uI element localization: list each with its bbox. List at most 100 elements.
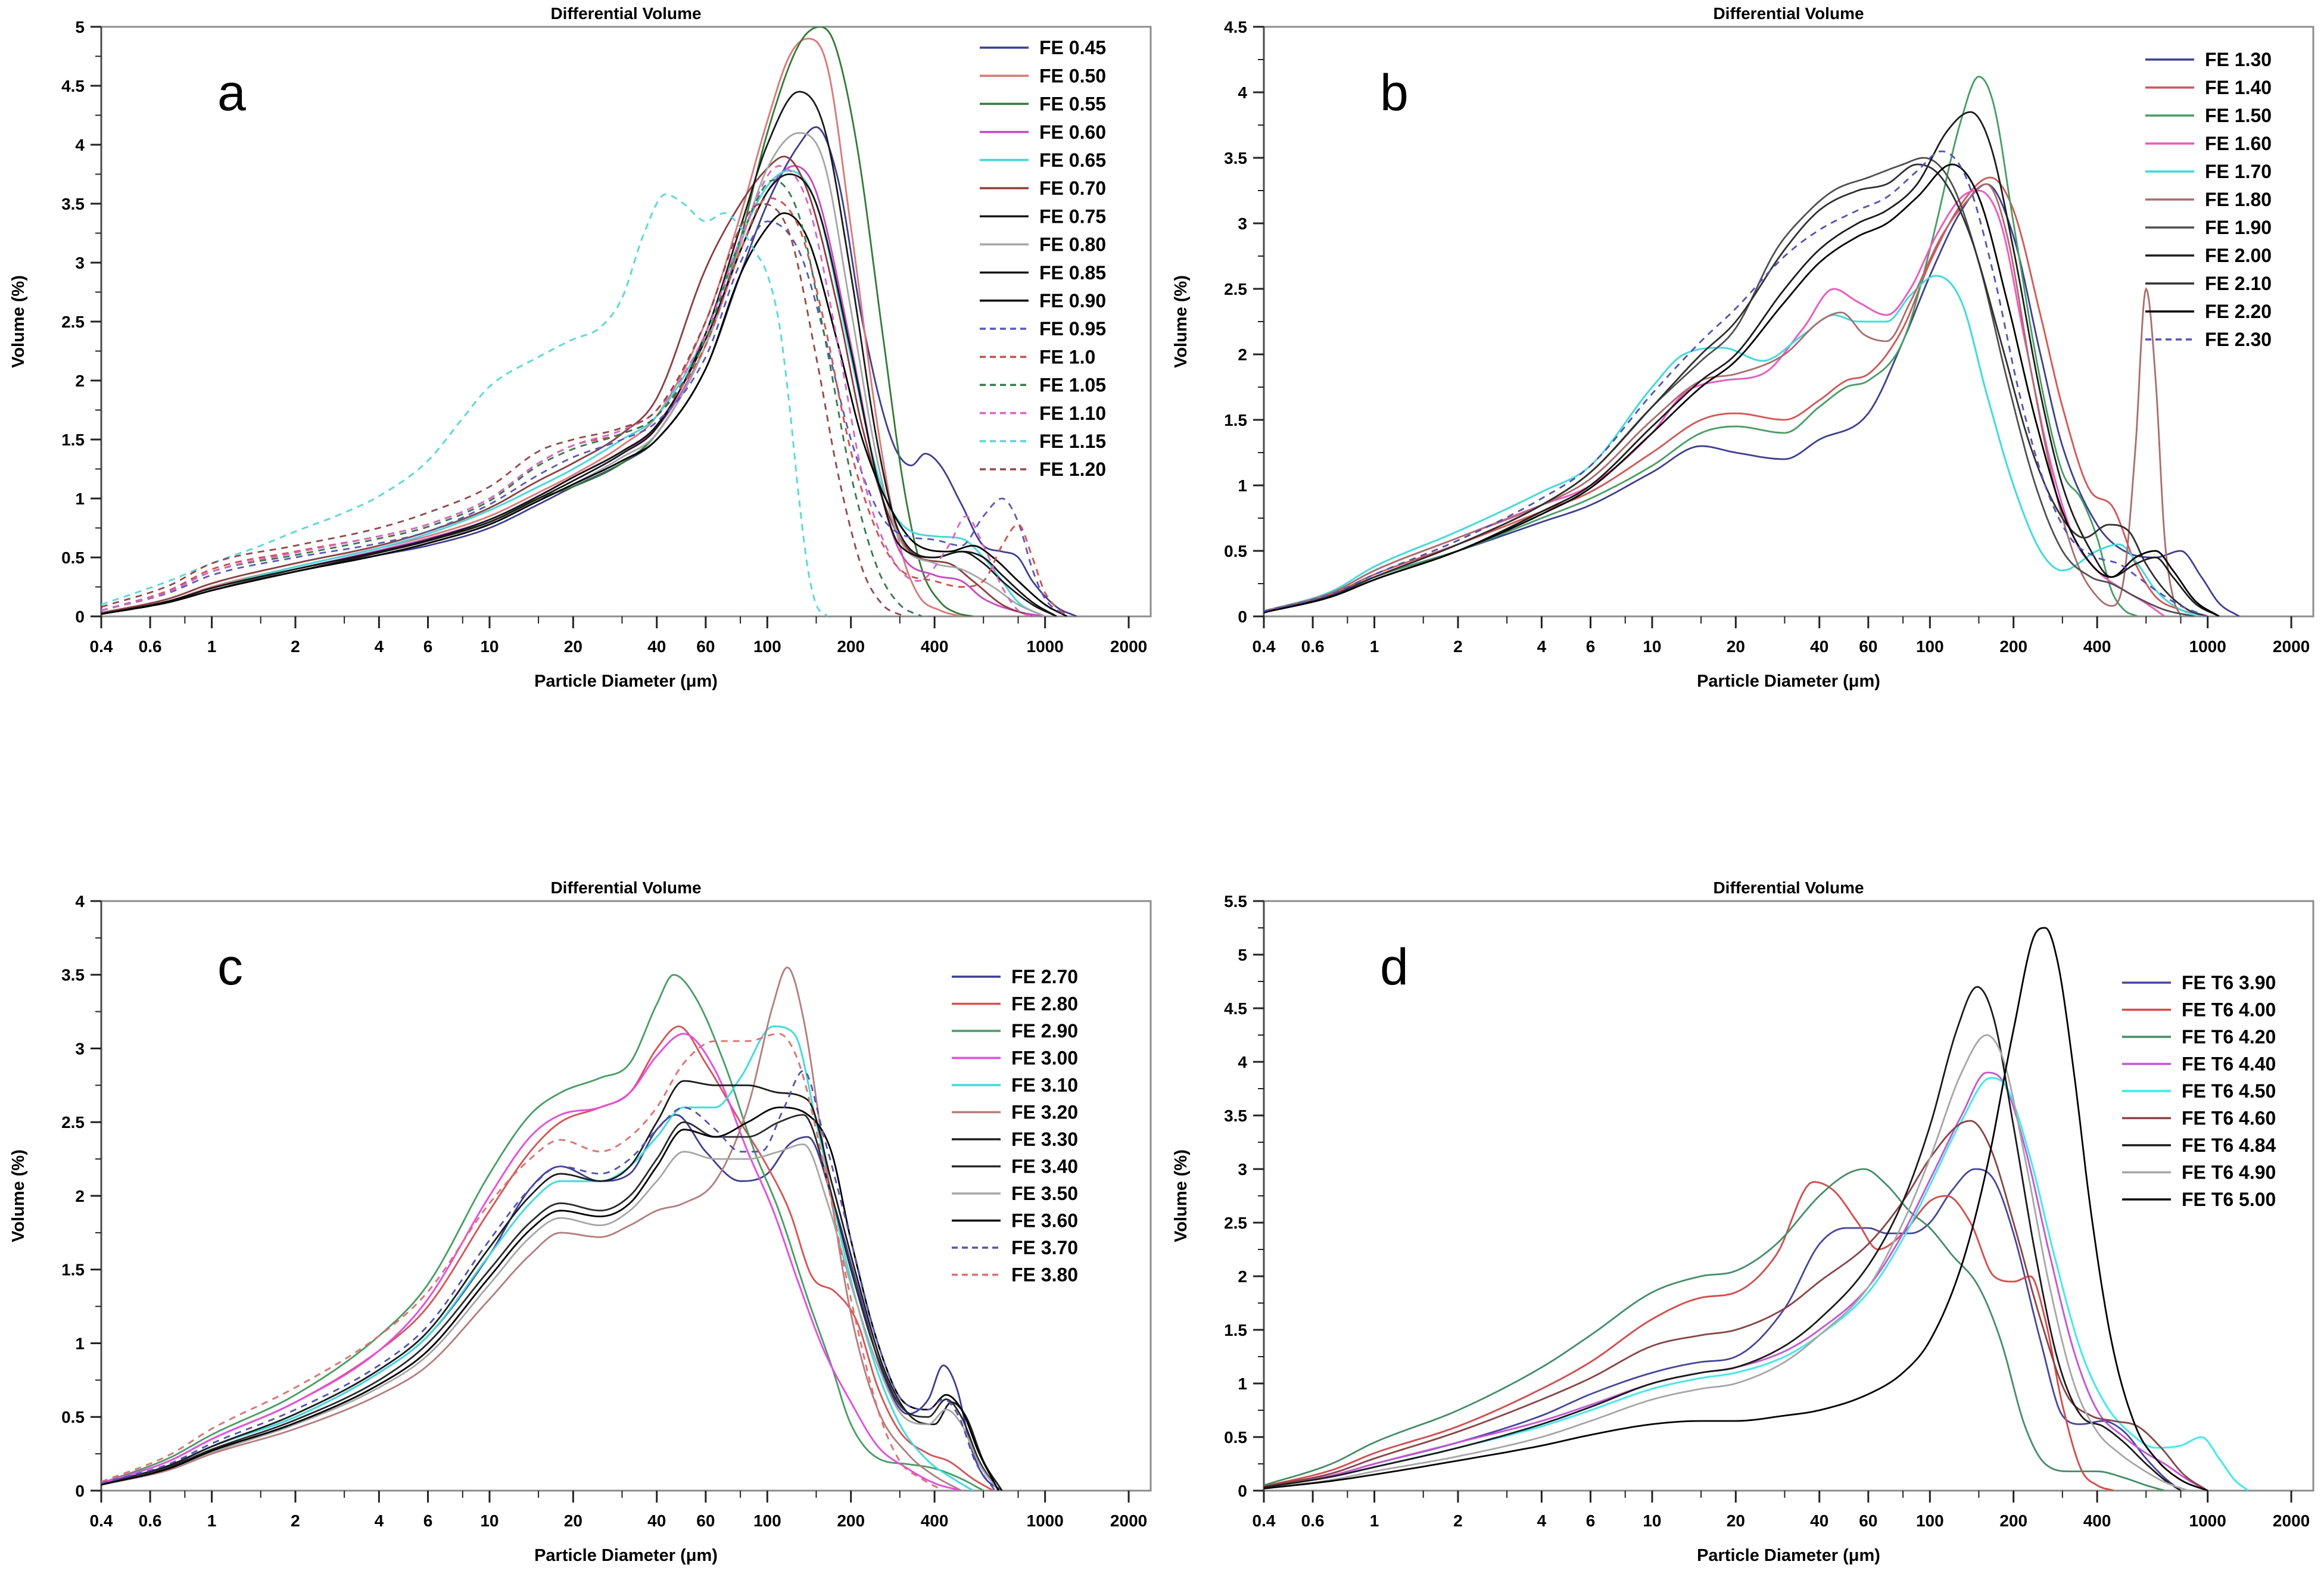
chart-title: Differential Volume [1713,4,1864,23]
legend-label: FE 2.80 [1011,993,1078,1015]
panel-c: 0 0.5 1 1.5 2 2.5 3 3.5 4 0.4 0.6 1 2 4 6 10 20 40 60 100 20… [0,874,1161,1577]
y-tick-label: 3.5 [61,195,85,213]
x-tick-label: 6 [1586,1511,1596,1530]
y-tick-label: 2 [1238,1267,1247,1286]
x-tick-label: 2000 [2273,637,2310,656]
x-tick-label: 2000 [1110,1511,1147,1530]
panel-letter: c [217,939,243,996]
series-line [1264,163,2220,616]
x-tick-label: 1000 [2189,1511,2226,1530]
x-tick-label: 1000 [1027,637,1064,656]
legend-label: FE 3.50 [1011,1183,1078,1204]
y-tick-label: 3 [75,254,85,272]
x-tick-label: 200 [837,1511,865,1530]
x-tick-label: 0.4 [1253,1511,1276,1530]
legend-label: FE 0.50 [1039,65,1106,86]
x-tick-label: 0.6 [139,637,162,656]
x-tick-label: 2 [291,637,300,656]
x-tick-label: 4 [1537,1511,1547,1530]
y-tick-label: 3.5 [61,966,85,984]
x-tick-label: 10 [480,637,499,656]
x-axis-label: Particle Diameter (μm) [534,672,718,691]
series-line [1264,1071,2208,1491]
x-tick-label: 100 [1916,637,1944,656]
x-axis-label: Particle Diameter (μm) [1697,1546,1880,1565]
series-line [1264,157,2195,616]
legend-label: FE 1.60 [2205,133,2272,154]
series-line [1264,76,2138,616]
y-tick-label: 3.5 [1224,1107,1247,1125]
legend-label: FE 1.70 [2205,161,2272,182]
x-tick-label: 10 [1643,637,1661,656]
legend-label: FE T6 4.50 [2182,1080,2276,1102]
x-tick-label: 0.4 [1253,637,1276,656]
x-tick-label: 20 [564,1511,582,1530]
legend-label: FE 0.75 [1039,205,1106,227]
y-tick-label: 0.5 [1224,542,1247,560]
x-tick-label: 200 [1999,1511,2027,1530]
series-line [101,1026,974,1491]
chart-c-canvas: 0 0.5 1 1.5 2 2.5 3 3.5 4 0.4 0.6 1 2 4 6 10 20 40 60 100 20… [9,878,1152,1565]
y-tick-label: 3 [1238,214,1247,233]
series-line [1264,183,2182,616]
legend-label: FE 1.05 [1039,375,1106,396]
legend-label: FE 0.95 [1039,318,1106,339]
y-tick-label: 0 [75,607,85,626]
legend-label: FE 3.80 [1011,1264,1078,1286]
series-line [101,155,1033,616]
panel-letter: b [1380,64,1409,121]
x-tick-label: 6 [1586,637,1596,656]
series-line [1264,163,2208,616]
legend-label: FE 1.0 [1039,346,1095,367]
x-tick-label: 0.6 [1301,1511,1325,1530]
series-line [101,966,962,1491]
series-line [1264,150,2208,616]
series-line [101,1143,999,1491]
legend-label: FE T6 4.00 [2182,999,2276,1021]
legend-label: FE 0.90 [1039,290,1106,311]
y-tick-label: 0 [1238,1482,1247,1500]
x-tick-label: 40 [647,1511,666,1530]
x-tick-label: 100 [1916,1511,1944,1530]
legend-label: FE T6 3.90 [2182,972,2276,993]
y-tick-label: 4.5 [1224,18,1247,36]
x-tick-label: 100 [753,637,781,656]
y-tick-label: 2 [75,1187,85,1205]
y-tick-label: 2.5 [1224,280,1247,298]
chart-title: Differential Volume [550,4,701,23]
chart-d-canvas: 0 0.5 1 1.5 2 2.5 3 3.5 4 4.5 5 5.5 0.4 0.6 1 2 4 6 10 20 40… [1172,878,2314,1565]
series-line [101,1033,962,1491]
y-tick-label: 1.5 [1224,1321,1247,1339]
legend-label: FE T6 4.60 [2182,1108,2276,1129]
x-tick-label: 200 [837,637,865,656]
y-tick-label: 5.5 [1224,892,1247,911]
x-tick-label: 1 [1370,637,1379,656]
y-tick-label: 4 [75,136,85,154]
legend-label: FE 3.70 [1011,1237,1078,1258]
series-line [101,202,905,616]
legend-label: FE 2.90 [1011,1020,1078,1042]
x-tick-label: 400 [2083,637,2111,656]
plot-frame [100,900,1152,1492]
legend-label: FE 1.20 [1039,459,1106,480]
y-tick-label: 0 [1238,607,1247,626]
series-line [101,1114,999,1491]
legend-label: FE 3.60 [1011,1210,1078,1232]
series-line [101,212,1068,616]
legend-label: FE 3.30 [1011,1129,1078,1150]
y-tick-label: 5 [1238,946,1247,964]
legend-label: FE 1.30 [2205,49,2272,70]
x-tick-label: 0.4 [90,637,113,656]
y-tick-label: 1.5 [1224,411,1247,429]
panel-d: 0 0.5 1 1.5 2 2.5 3 3.5 4 4.5 5 5.5 0.4 0.6 1 2 4 6 10 20 40… [1163,874,2324,1577]
y-tick-label: 1 [75,1334,85,1352]
legend-label: FE 2.30 [2205,329,2272,350]
y-tick-label: 4 [1238,83,1247,102]
legend-label: FE 3.40 [1011,1156,1078,1177]
legend-label: FE 0.45 [1039,37,1106,58]
series-line [1264,189,2166,616]
x-tick-label: 2000 [1110,637,1147,656]
legend-label: FE T6 5.00 [2182,1189,2276,1210]
series-line [101,179,923,616]
legend-label: FE 0.55 [1039,94,1106,115]
